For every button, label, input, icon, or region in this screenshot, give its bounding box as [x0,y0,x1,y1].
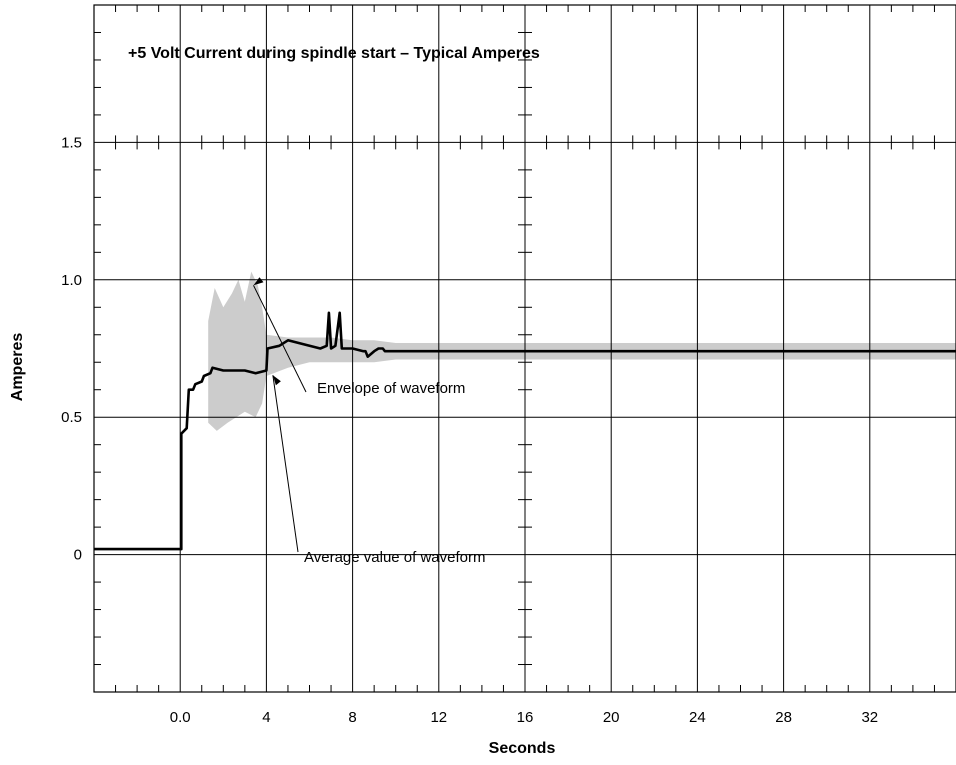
x-tick-label: 8 [348,709,356,726]
annotation-envelope: Envelope of waveform [317,380,465,397]
y-axis-label: Amperes [9,333,26,402]
annotation-average: Average value of waveform [304,549,486,566]
tick-label-layer: 0.0 4 8 12 16 20 24 28 32 0 0.5 1.0 1.5 [61,134,878,726]
x-axis-label: Seconds [489,740,556,757]
grid-layer [93,4,956,693]
average-line [94,311,956,551]
x-tick-label: 12 [430,709,447,726]
x-tick-label: 24 [689,709,706,726]
annotation-envelope-leader [253,285,307,393]
x-tick-label: 16 [517,709,534,726]
annotation-average-leader [272,375,299,553]
average-line-layer [94,311,956,551]
plot-frame [93,4,956,693]
annotation-envelope-arrow [253,277,264,286]
x-tick-label: 4 [262,709,270,726]
x-tick-label: 20 [603,709,620,726]
annotation-layer: Envelope of waveform Average value of wav… [253,277,486,566]
y-tick-label: 0.5 [61,409,82,426]
x-tick-label: 32 [861,709,878,726]
x-tick-label: 28 [775,709,792,726]
chart-title: +5 Volt Current during spindle start – T… [128,45,540,62]
annotation-average-arrow [272,375,281,386]
y-tick-label: 0 [74,547,82,564]
y-tick-label: 1.0 [61,272,82,289]
x-tick-label: 0.0 [170,709,191,726]
tick-layer [94,5,935,692]
y-tick-label: 1.5 [61,134,82,151]
